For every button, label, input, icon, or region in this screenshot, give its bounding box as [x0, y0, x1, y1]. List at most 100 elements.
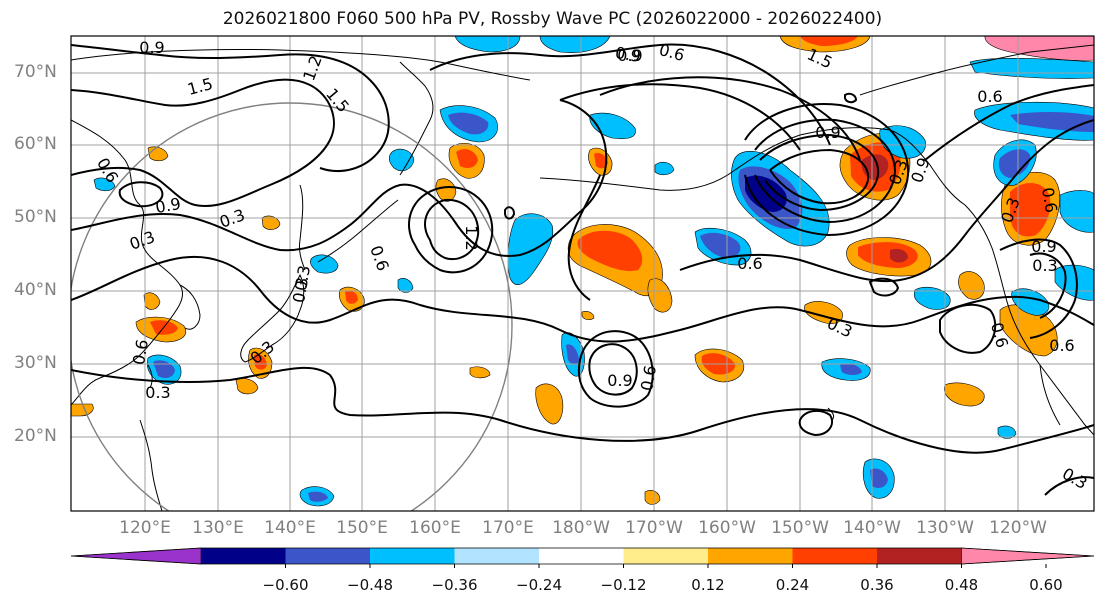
pv-contour [939, 303, 997, 354]
contour-label: 0.9 [614, 43, 642, 66]
longitude-label: 160°W [698, 518, 756, 538]
longitude-label: 130°W [916, 518, 974, 538]
pv-contour [424, 198, 480, 260]
positive-anomaly-blob [577, 230, 643, 272]
positive-anomaly-blob [581, 311, 595, 321]
pv-contour [577, 330, 654, 408]
pv-contour [754, 118, 897, 224]
colorbar-tick-label: 0.36 [860, 576, 894, 594]
longitude-label: 160°E [409, 518, 461, 538]
contour-label: 0.6 [1049, 336, 1074, 355]
negative-anomaly-blob [93, 177, 116, 192]
latitude-label: 50°N [14, 207, 57, 227]
pv-contours [71, 43, 1094, 496]
pv-contour [567, 174, 601, 301]
pv-contour [744, 103, 910, 237]
latitude-label: 40°N [14, 280, 57, 300]
longitude-label: 120°E [119, 518, 171, 538]
coastline-north-america [964, 204, 1094, 436]
pv-contour [71, 99, 608, 257]
colorbar-segment [370, 548, 455, 564]
colorbar-tick-label: −0.36 [431, 576, 478, 594]
positive-anomaly-blob [594, 153, 608, 169]
positive-anomaly-blob [261, 215, 281, 230]
contour-label: 1.2 [462, 225, 481, 250]
coastline-taiwan [147, 364, 153, 389]
contour-label: 0.9 [154, 194, 182, 217]
colorbar-segment [285, 548, 371, 564]
negative-anomaly-blob [448, 112, 489, 135]
pv-contour [504, 206, 516, 220]
positive-anomaly-blob [644, 490, 661, 505]
positive-anomaly-blob [235, 378, 259, 395]
longitude-label: 170°E [482, 518, 534, 538]
latitude-label: 20°N [14, 426, 57, 446]
coastline-baja [1039, 364, 1061, 426]
pv-contour [769, 148, 870, 205]
contour-label: 0.9 [139, 38, 164, 57]
negative-anomaly-blob [913, 286, 951, 310]
map-background [71, 36, 1094, 511]
latitude-label: 70°N [14, 62, 57, 82]
map-title: 2026021800 F060 500 hPa PV, Rossby Wave … [222, 9, 883, 29]
pv-contour [429, 43, 831, 146]
colorbar-tick-label: 0.60 [1029, 576, 1063, 594]
coastline-philippines [139, 419, 163, 511]
pv-contour [71, 255, 1094, 343]
negative-anomaly-blob [566, 344, 579, 365]
positive-anomaly-blob [1010, 183, 1051, 237]
pv-contour [999, 238, 1078, 339]
negative-anomaly-blob [454, 36, 521, 53]
colorbar-extend-low [70, 547, 202, 565]
colorbar-segment [708, 548, 793, 564]
coastline-korea [179, 284, 201, 330]
positive-anomaly-blob [800, 36, 858, 46]
contour-label: 0.6 [1038, 186, 1061, 214]
pv-contour [71, 44, 390, 172]
pv-contour [559, 83, 801, 151]
positive-anomaly-blob [143, 292, 161, 310]
pv-contour [71, 78, 335, 207]
longitude-label: 140°E [264, 518, 316, 538]
negative-anomaly-blob [388, 148, 415, 172]
colorbar [70, 547, 1095, 568]
negative-anomaly-blob [654, 161, 675, 176]
negative-anomaly-blob [1059, 190, 1094, 233]
negative-anomaly-blob [153, 360, 175, 378]
longitude-label: 130°E [192, 518, 244, 538]
negative-anomaly-blob [998, 149, 1031, 178]
longitude-label: 180°W [552, 518, 610, 538]
pv-contour [924, 84, 1094, 161]
contour-label: 0.6 [637, 364, 660, 392]
negative-anomaly-blob [840, 363, 862, 375]
colorbar-segment [539, 548, 624, 564]
pv-contour [679, 234, 966, 283]
pv-contour [1044, 476, 1094, 496]
contour-label: 0.3 [145, 383, 170, 402]
contour-label: 0.9 [617, 46, 642, 65]
negative-anomaly-blob [1011, 288, 1050, 316]
colorbar-tick-label: −0.48 [347, 576, 393, 594]
colorbar-segment [201, 548, 286, 564]
coastline-alaska [734, 127, 966, 206]
map-border [70, 35, 1095, 512]
positive-anomaly-blob [469, 366, 491, 379]
coastline-siberia [71, 49, 531, 81]
contour-label: 0.3 [291, 264, 314, 292]
negative-anomaly-blob [308, 491, 328, 502]
pv-contour [599, 76, 861, 161]
positive-anomaly-blob [535, 383, 564, 425]
contour-label: 0.3 [289, 276, 312, 304]
colorbar-tick-label: −0.24 [516, 576, 562, 594]
coastline-kuril [317, 199, 399, 263]
colorbar-tick-label: −0.12 [600, 576, 647, 594]
colorbar-tick-label: 0.12 [691, 576, 725, 594]
coastline-sakhalin [299, 184, 306, 271]
pv-contour [964, 119, 1094, 236]
contour-label: 0.6 [977, 87, 1002, 106]
contour-label: 0.6 [129, 338, 152, 366]
pv-contour [408, 186, 494, 274]
colorbar-segment [454, 548, 540, 564]
contour-label: 0.6 [737, 254, 762, 273]
